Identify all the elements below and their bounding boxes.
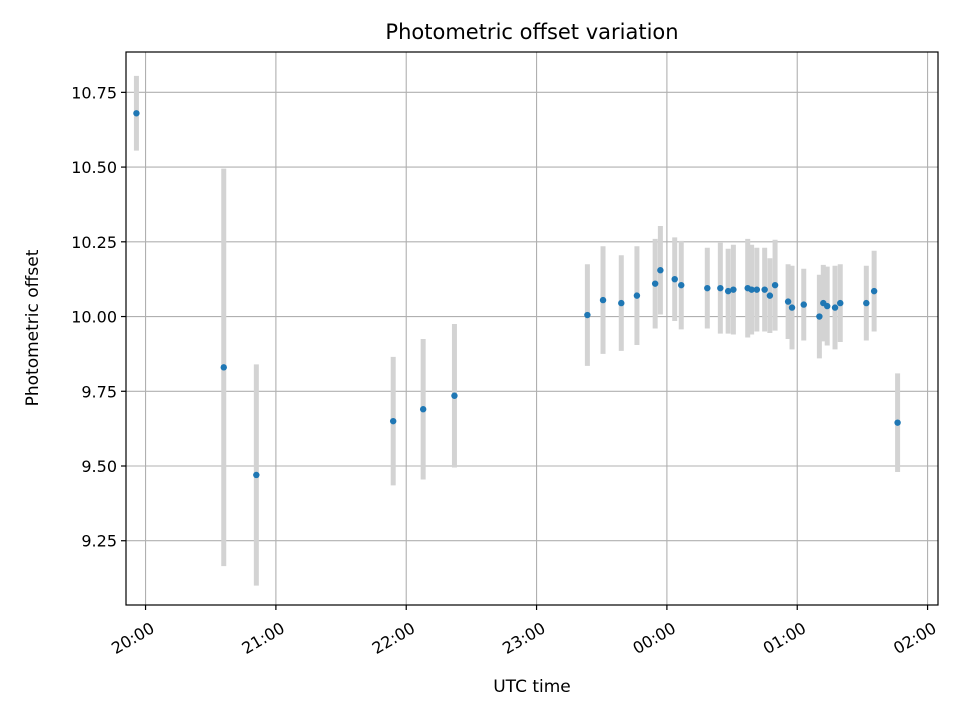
- x-tick-label: 02:00: [890, 618, 939, 658]
- data-point: [870, 287, 878, 295]
- x-tick-label: 22:00: [369, 618, 418, 658]
- data-point: [831, 304, 839, 311]
- data-point: [389, 417, 397, 425]
- data-point: [724, 287, 732, 295]
- data-point: [220, 364, 227, 371]
- data-point: [748, 286, 755, 293]
- data-point: [894, 419, 901, 426]
- data-point: [599, 296, 607, 304]
- data-point: [657, 267, 664, 274]
- data-point: [451, 392, 458, 399]
- y-tick-label: 9.25: [81, 532, 117, 551]
- data-point: [419, 406, 427, 413]
- data-point: [584, 311, 591, 319]
- data-point: [824, 302, 831, 310]
- y-tick-label: 10.00: [71, 308, 117, 327]
- data-point: [761, 286, 768, 293]
- y-tick-label: 9.50: [81, 457, 117, 476]
- plot-frame: [125, 51, 939, 606]
- data-point: [618, 299, 625, 307]
- grid-lines: [126, 52, 938, 605]
- data-point: [651, 280, 659, 287]
- data-point: [678, 281, 685, 289]
- x-tick-label: 23:00: [499, 618, 548, 658]
- data-point: [837, 299, 844, 307]
- y-tick-label: 10.25: [71, 233, 117, 252]
- x-axis-ticks: 20:00 21:00 22:00 23:00 00:00 01:00 02:00: [108, 605, 940, 658]
- y-tick-label: 10.75: [71, 83, 117, 102]
- data-point: [788, 304, 796, 311]
- data-point: [671, 275, 678, 283]
- data-point: [863, 299, 870, 307]
- data-point: [753, 286, 761, 293]
- data-point: [784, 298, 792, 305]
- x-tick-label: 21:00: [238, 618, 287, 658]
- data-point: [133, 110, 140, 117]
- data-point: [766, 292, 774, 299]
- data-point: [771, 281, 779, 289]
- y-axis-ticks: 9.25 9.50 9.75 10.00 10.25 10.50 10.75: [71, 83, 126, 551]
- data-points: [133, 110, 901, 479]
- data-point: [704, 284, 711, 292]
- data-point: [717, 284, 724, 292]
- error-bars: [133, 75, 901, 586]
- data-point: [253, 471, 260, 479]
- x-tick-label: 01:00: [760, 618, 809, 658]
- x-tick-label: 20:00: [108, 618, 157, 658]
- y-tick-label: 9.75: [81, 382, 117, 401]
- y-axis-label: Photometric offset: [23, 249, 43, 406]
- chart-title: Photometric offset variation: [385, 20, 678, 44]
- data-point: [816, 313, 823, 320]
- x-axis-label: UTC time: [493, 677, 571, 697]
- data-point: [730, 286, 737, 293]
- data-point: [633, 292, 641, 299]
- data-point: [800, 301, 807, 308]
- y-tick-label: 10.50: [71, 158, 117, 177]
- x-tick-label: 00:00: [629, 618, 678, 658]
